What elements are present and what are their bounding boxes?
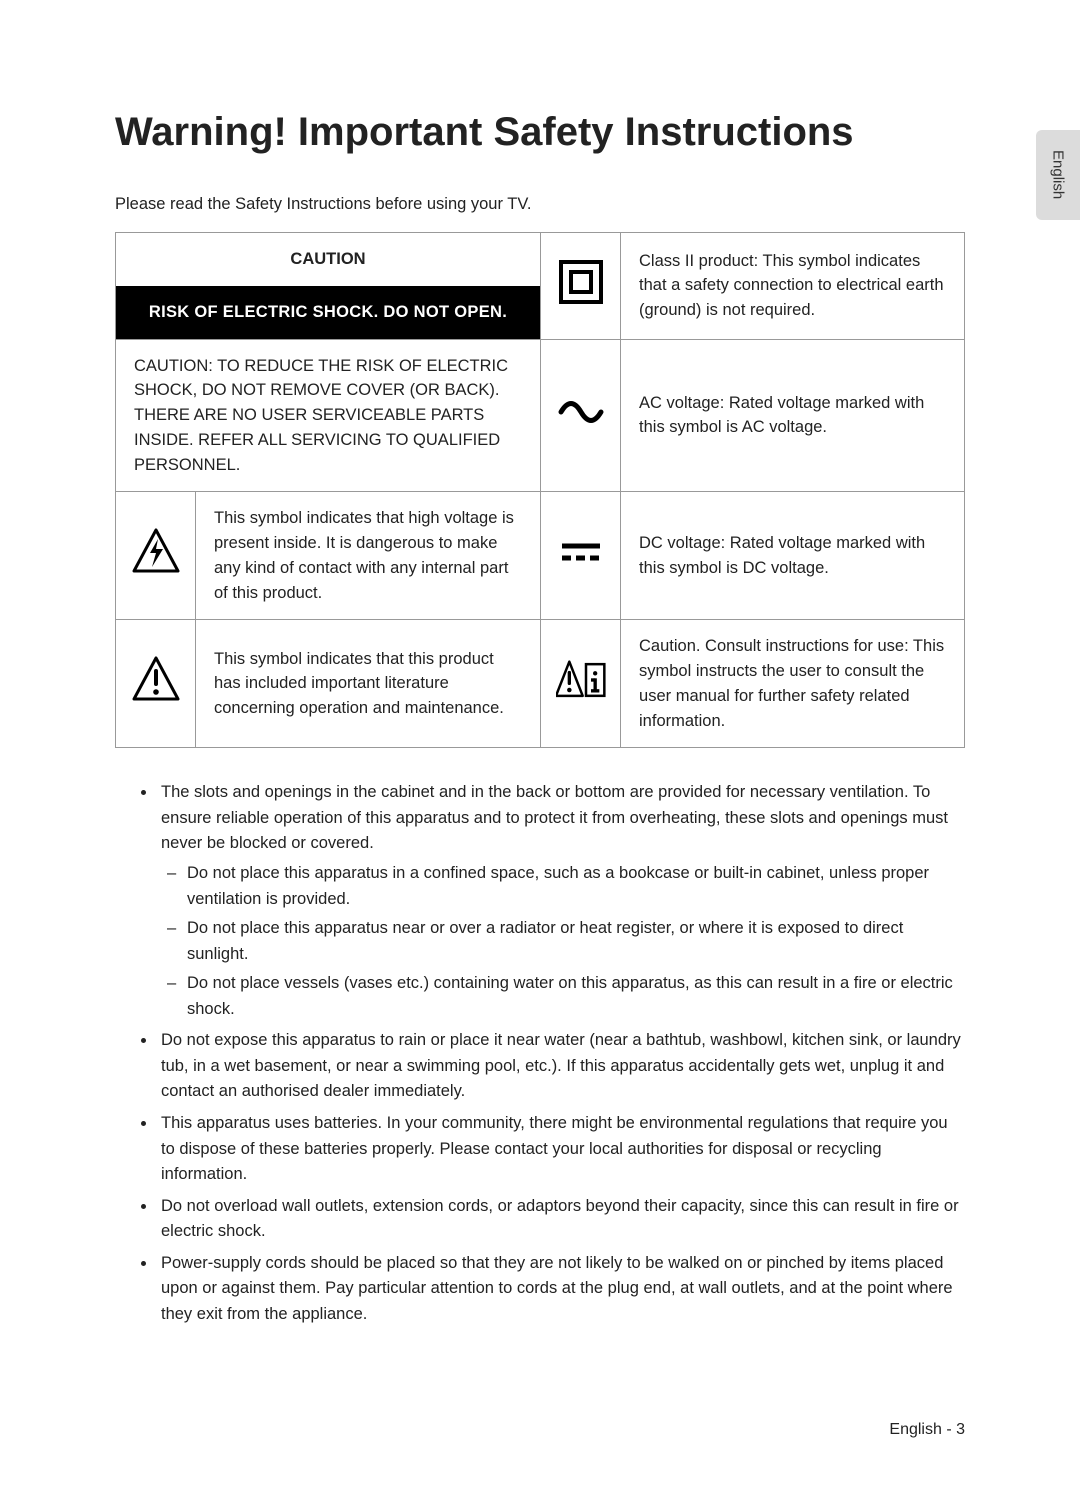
bullet-text: The slots and openings in the cabinet an… bbox=[161, 783, 948, 852]
class2-text: Class II product: This symbol indicates … bbox=[621, 233, 965, 340]
consult-icon bbox=[541, 620, 621, 748]
class2-icon bbox=[541, 233, 621, 340]
list-item: Do not place vessels (vases etc.) contai… bbox=[187, 971, 965, 1022]
language-tab: English bbox=[1036, 130, 1080, 220]
page-title: Warning! Important Safety Instructions bbox=[115, 110, 965, 155]
bullet-list: The slots and openings in the cabinet an… bbox=[115, 780, 965, 1327]
page: English Warning! Important Safety Instru… bbox=[0, 0, 1080, 1494]
risk-bar: RISK OF ELECTRIC SHOCK. DO NOT OPEN. bbox=[116, 286, 541, 339]
list-item: Power-supply cords should be placed so t… bbox=[157, 1251, 965, 1328]
important-lit-text: This symbol indicates that this product … bbox=[196, 620, 541, 748]
caution-text: CAUTION: TO REDUCE THE RISK OF ELECTRIC … bbox=[116, 339, 541, 492]
ac-icon bbox=[541, 339, 621, 492]
dc-text: DC voltage: Rated voltage marked with th… bbox=[621, 492, 965, 620]
symbols-table: CAUTION Class II product: This symbol in… bbox=[115, 232, 965, 748]
ac-text: AC voltage: Rated voltage marked with th… bbox=[621, 339, 965, 492]
page-footer: English - 3 bbox=[889, 1421, 965, 1439]
list-item: The slots and openings in the cabinet an… bbox=[157, 780, 965, 1022]
language-tab-label: English bbox=[1050, 150, 1067, 199]
dc-icon bbox=[541, 492, 621, 620]
list-item: Do not overload wall outlets, extension … bbox=[157, 1194, 965, 1245]
list-item: Do not expose this apparatus to rain or … bbox=[157, 1028, 965, 1105]
important-lit-icon bbox=[116, 620, 196, 748]
consult-text: Caution. Consult instructions for use: T… bbox=[621, 620, 965, 748]
caution-header: CAUTION bbox=[116, 233, 541, 286]
list-item: This apparatus uses batteries. In your c… bbox=[157, 1111, 965, 1188]
high-voltage-icon bbox=[116, 492, 196, 620]
list-item: Do not place this apparatus in a confine… bbox=[187, 861, 965, 912]
high-voltage-text: This symbol indicates that high voltage … bbox=[196, 492, 541, 620]
list-item: Do not place this apparatus near or over… bbox=[187, 916, 965, 967]
intro-text: Please read the Safety Instructions befo… bbox=[115, 195, 965, 214]
